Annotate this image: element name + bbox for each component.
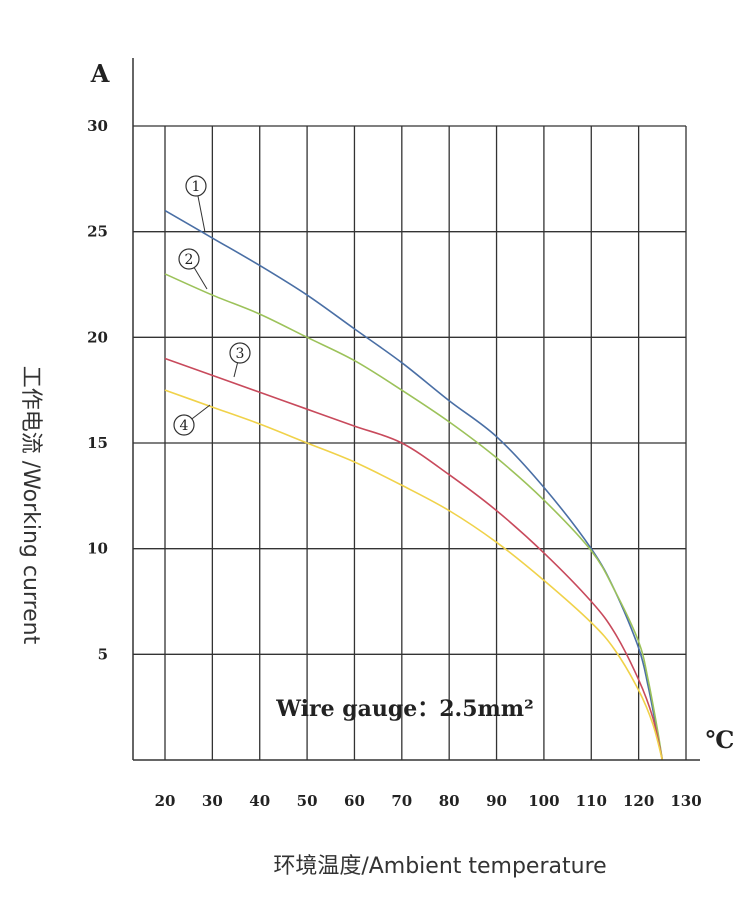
x-tick-label: 70 [391,792,412,810]
marker-number: 3 [236,346,245,362]
y-tick-label: 10 [87,540,108,558]
axes [132,58,700,761]
x-tick-label: 120 [623,792,654,810]
x-tick-label: 60 [344,792,365,810]
x-tick-label: 50 [297,792,318,810]
marker-circle [173,414,195,436]
series-line-2 [164,273,664,761]
marker-number: 4 [180,418,189,434]
marker-circle [229,342,251,364]
series-marker-1: 1 [185,175,207,233]
y-tick-label: 25 [87,223,108,241]
marker-number: 2 [185,252,194,268]
series-marker-2: 2 [178,248,208,290]
y-axis-title: 工作电流 /Working current [18,366,43,645]
x-tick-label: 20 [155,792,176,810]
series-line-3 [164,357,664,761]
x-tick-label: 100 [528,792,559,810]
marker-circle [185,175,207,197]
x-tick-label: 110 [576,792,607,810]
series-line-1 [164,209,664,761]
series-marker-3: 3 [229,342,251,378]
marker-number: 1 [192,179,201,195]
x-axis-title: 环境温度/Ambient temperature [273,854,606,879]
x-unit-label: ℃ [706,725,735,754]
x-tick-label: 90 [486,792,507,810]
y-tick-labels: 5 10 15 20 25 30 [87,117,108,663]
y-tick-label: 30 [87,117,108,135]
series-layer [164,209,664,761]
x-tick-label: 30 [202,792,223,810]
wire-gauge-annotation: Wire gauge：2.5mm² [275,696,533,722]
y-unit-label: A [90,59,110,88]
series-marker-4: 4 [173,404,211,436]
x-tick-label: 80 [439,792,460,810]
x-tick-label: 40 [249,792,270,810]
marker-circle [178,248,200,270]
x-tick-labels: 20 30 40 50 60 70 80 90 100 110 120 130 [155,792,702,810]
grid [133,125,687,760]
series-line-4 [164,389,664,761]
x-tick-label: 130 [670,792,701,810]
y-tick-label: 15 [87,434,108,452]
y-tick-label: 20 [87,328,108,346]
series-markers: 1 2 3 4 [173,175,251,436]
y-tick-label: 5 [98,645,108,663]
